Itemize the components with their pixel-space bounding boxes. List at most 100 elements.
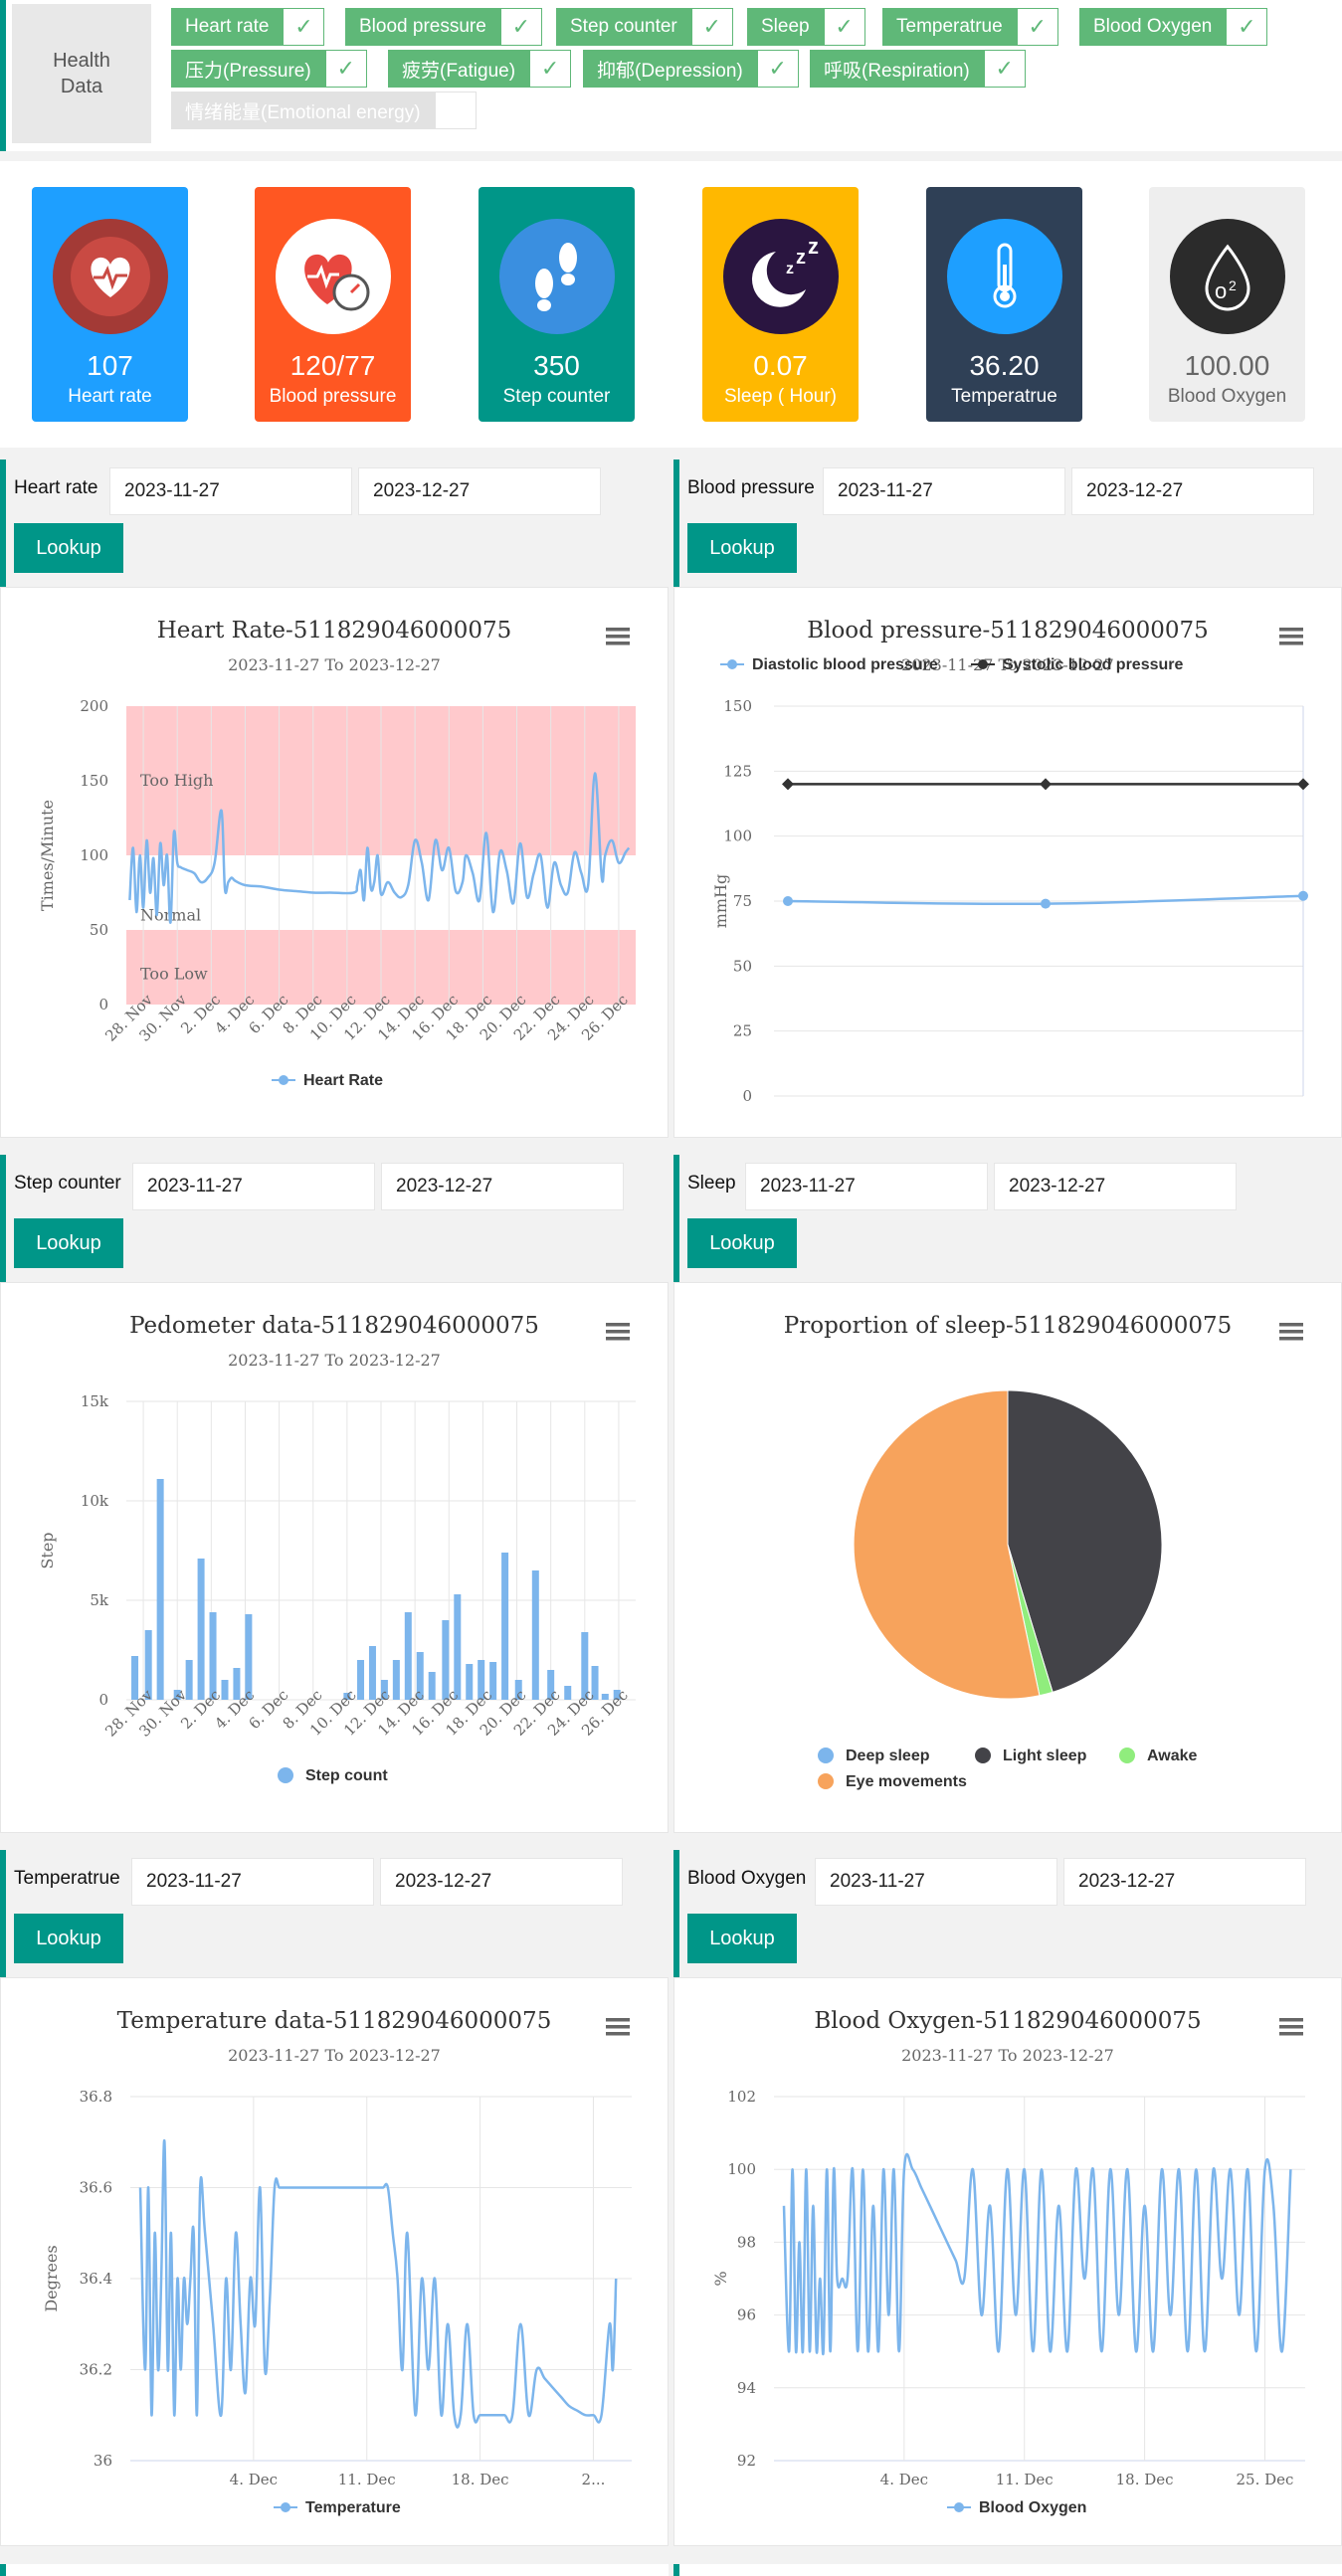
card-blood-pressure[interactable]: 120/77 Blood pressure xyxy=(255,187,411,422)
blood-pressure-panel: Blood pressure 2023-11-27 2023-12-27 Loo… xyxy=(673,460,1342,1138)
card-step-counter[interactable]: 350 Step counter xyxy=(479,187,635,422)
legend-symbol xyxy=(278,1767,293,1783)
data-tag[interactable]: Blood Oxygen ✓ xyxy=(1079,8,1268,46)
lookup-button[interactable]: Lookup xyxy=(14,1218,123,1268)
chart-menu-icon[interactable] xyxy=(1279,2018,1303,2036)
data-tag[interactable]: Temperatrue ✓ xyxy=(882,8,1058,46)
blood-oxygen-panel: Blood Oxygen 2023-11-27 2023-12-27 Looku… xyxy=(673,1850,1342,2546)
y-tick-label: 5k xyxy=(90,1591,109,1609)
start-date-input[interactable]: 2023-11-27 xyxy=(745,1163,988,1210)
data-tag-label: Blood Oxygen xyxy=(1079,8,1227,46)
chart-subtitle: 2023-11-27 To 2023-12-27 xyxy=(901,655,1114,674)
check-icon[interactable]: ✓ xyxy=(756,50,799,88)
check-icon[interactable]: ✓ xyxy=(434,92,477,129)
data-tag[interactable]: Step counter ✓ xyxy=(556,8,733,46)
check-icon[interactable]: ✓ xyxy=(324,50,367,88)
check-icon[interactable]: ✓ xyxy=(690,8,733,46)
bar xyxy=(416,1652,424,1700)
lookup-button[interactable]: Lookup xyxy=(14,1914,123,1963)
blood-oxygen-chart-svg: Blood Oxygen-511829046000075 2023-11-27 T… xyxy=(711,2008,1305,2516)
lookup-button[interactable]: Lookup xyxy=(687,1914,797,1963)
data-tag[interactable]: 疲劳(Fatigue) ✓ xyxy=(388,50,572,88)
lookup-button[interactable]: Lookup xyxy=(687,523,797,573)
chart-menu-icon[interactable] xyxy=(606,1323,630,1341)
y-tick-label: 100 xyxy=(727,2160,756,2178)
data-tag[interactable]: 情绪能量(Emotional energy)✓ xyxy=(171,92,477,129)
end-date-input[interactable]: 2023-12-27 xyxy=(994,1163,1237,1210)
chart-menu-icon[interactable] xyxy=(1279,1323,1303,1341)
start-date-input[interactable]: 2023-11-27 xyxy=(109,467,352,515)
check-icon[interactable]: ✓ xyxy=(1226,8,1268,46)
y-tick-label: 100 xyxy=(723,828,752,845)
y-axis-title: mmHg xyxy=(711,874,730,929)
bar xyxy=(514,1680,522,1700)
start-date-input[interactable]: 2023-11-27 xyxy=(132,1163,375,1210)
data-tag[interactable]: 抑郁(Depression) ✓ xyxy=(583,50,799,88)
data-tag-label: Step counter xyxy=(556,8,691,46)
bar xyxy=(428,1672,436,1700)
legend-symbol xyxy=(279,1075,288,1085)
data-tag[interactable]: Sleep ✓ xyxy=(747,8,865,46)
svg-text:z: z xyxy=(796,247,806,269)
chart-menu-icon[interactable] xyxy=(606,2018,630,2036)
card-name: Heart rate xyxy=(68,386,152,407)
card-name: Blood Oxygen xyxy=(1167,386,1287,407)
y-tick-label: 94 xyxy=(737,2379,756,2397)
x-tick-label: 25. Dec xyxy=(1236,2471,1293,2488)
data-tag[interactable]: 压力(Pressure) ✓ xyxy=(171,50,367,88)
footsteps-icon xyxy=(498,219,615,334)
lookup-button[interactable]: Lookup xyxy=(687,1218,797,1268)
data-tag[interactable]: 呼吸(Respiration) ✓ xyxy=(810,50,1026,88)
card-value: 100.00 xyxy=(1184,350,1270,381)
panel-label: Blood pressure xyxy=(687,477,815,498)
bar xyxy=(209,1612,217,1700)
blood-oxygen-chart: Blood Oxygen-511829046000075 2023-11-27 T… xyxy=(673,1977,1342,2546)
y-tick-label: 150 xyxy=(80,772,108,790)
data-tag-label: 抑郁(Depression) xyxy=(583,50,757,88)
panel-label: Blood Oxygen xyxy=(687,1868,807,1889)
end-date-input[interactable]: 2023-12-27 xyxy=(358,467,601,515)
legend-symbol xyxy=(978,659,988,669)
start-date-input[interactable]: 2023-11-27 xyxy=(131,1858,374,1906)
data-tag[interactable]: Blood pressure ✓ xyxy=(345,8,542,46)
check-icon[interactable]: ✓ xyxy=(283,8,325,46)
end-date-input[interactable]: 2023-12-27 xyxy=(1071,467,1314,515)
check-icon[interactable]: ✓ xyxy=(529,50,572,88)
chart-title: Heart Rate-511829046000075 xyxy=(157,618,512,644)
chart-menu-icon[interactable] xyxy=(606,628,630,645)
check-icon[interactable]: ✓ xyxy=(823,8,865,46)
data-tag[interactable]: Heart rate ✓ xyxy=(171,8,325,46)
check-icon[interactable]: ✓ xyxy=(499,8,542,46)
start-date-input[interactable]: 2023-11-27 xyxy=(815,1858,1057,1906)
panel-label: Step counter xyxy=(14,1173,121,1194)
card-name: Step counter xyxy=(502,386,611,407)
check-icon[interactable]: ✓ xyxy=(1016,8,1058,46)
check-icon[interactable]: ✓ xyxy=(983,50,1026,88)
bar xyxy=(442,1620,450,1700)
end-date-input[interactable]: 2023-12-27 xyxy=(381,1163,624,1210)
bar xyxy=(581,1632,589,1700)
health-data-label: Health Data xyxy=(12,4,151,143)
data-point xyxy=(782,778,794,791)
bar xyxy=(501,1553,509,1700)
card-temperature[interactable]: 36.20 Temperatrue xyxy=(926,187,1082,422)
end-date-input[interactable]: 2023-12-27 xyxy=(380,1858,623,1906)
card-value: 120/77 xyxy=(289,350,376,381)
chart-menu-icon[interactable] xyxy=(1279,628,1303,645)
legend-item: Step count xyxy=(305,1767,388,1784)
heart-rate-chart: Heart Rate-511829046000075 2023-11-27 To … xyxy=(0,587,669,1138)
temperature-chart-svg: Temperature data-511829046000075 2023-11-… xyxy=(42,2008,632,2516)
panel-label: Sleep xyxy=(687,1173,736,1194)
card-heart-rate[interactable]: 107 Heart rate xyxy=(32,187,188,422)
start-date-input[interactable]: 2023-11-27 xyxy=(823,467,1065,515)
end-date-input[interactable]: 2023-12-27 xyxy=(1063,1858,1306,1906)
x-tick-label: 11. Dec xyxy=(996,2471,1054,2488)
y-tick-label: 36 xyxy=(94,2452,112,2470)
lookup-button[interactable]: Lookup xyxy=(14,523,123,573)
legend-item: Temperature xyxy=(305,2499,401,2516)
x-tick-label: 4. Dec xyxy=(880,2471,928,2488)
bar xyxy=(601,1694,609,1700)
